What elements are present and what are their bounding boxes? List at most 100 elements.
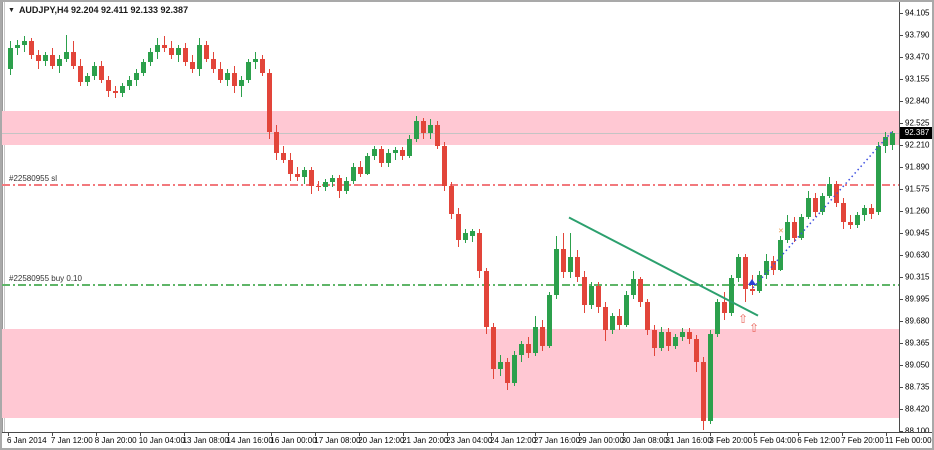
time-axis-tick bbox=[710, 433, 712, 436]
modify-marker: ✕ bbox=[778, 228, 784, 236]
time-axis-tick bbox=[271, 433, 273, 436]
up-arrow-marker: ⇧ bbox=[738, 312, 749, 327]
time-axis-label: 13 Jan 08:00 bbox=[182, 436, 229, 445]
time-axis-label: 30 Jan 08:00 bbox=[621, 436, 668, 445]
price-axis-label: 94.105 bbox=[905, 8, 930, 18]
price-axis-tick bbox=[900, 211, 903, 213]
supply-demand-zone[interactable] bbox=[2, 328, 899, 419]
price-axis-tick bbox=[900, 343, 903, 345]
time-axis-label: 6 Jan 2014 bbox=[7, 436, 47, 445]
price-axis-tick bbox=[900, 387, 903, 389]
time-axis-tick bbox=[842, 433, 844, 436]
time-axis-label: 23 Jan 04:00 bbox=[446, 436, 493, 445]
time-axis-label: 7 Feb 20:00 bbox=[841, 436, 884, 445]
price-axis[interactable]: 94.105 93.790 93.470 93.155 92.840 92.525 92.2… bbox=[899, 2, 932, 436]
price-axis-label: 92.525 bbox=[905, 118, 930, 128]
price-axis-tick bbox=[900, 409, 903, 410]
price-axis-label: 93.790 bbox=[905, 30, 930, 40]
time-axis-label: 6 Feb 12:00 bbox=[797, 436, 840, 445]
symbol-ohlc-label[interactable]: ▼ AUDJPY,H4 92.204 92.411 92.133 92.387 bbox=[8, 5, 188, 15]
time-axis-label: 29 Jan 00:00 bbox=[577, 436, 624, 445]
time-axis-label: 3 Feb 20:00 bbox=[709, 436, 753, 445]
time-axis-label: 5 Feb 04:00 bbox=[753, 436, 796, 445]
price-axis-label: 93.470 bbox=[905, 52, 930, 62]
price-axis-tick bbox=[900, 431, 903, 433]
price-axis-label: 90.945 bbox=[905, 228, 930, 238]
price-axis-tick bbox=[900, 277, 903, 278]
price-axis-tick bbox=[900, 79, 903, 81]
current-price-tag: 92.387 bbox=[900, 126, 932, 139]
time-axis-tick bbox=[95, 433, 97, 436]
time-axis-tick bbox=[8, 433, 9, 436]
supply-demand-zone[interactable] bbox=[2, 110, 899, 145]
stop-loss-label: #22580955 sl bbox=[9, 174, 58, 184]
price-axis-label: 91.260 bbox=[905, 206, 930, 216]
time-axis-tick bbox=[183, 433, 185, 436]
time-axis-label: 10 Jan 04:00 bbox=[138, 436, 185, 445]
time-axis-tick bbox=[578, 433, 580, 436]
price-axis-tick bbox=[900, 233, 903, 235]
time-axis-label: 20 Jan 12:00 bbox=[358, 436, 405, 445]
price-axis-label: 91.890 bbox=[905, 162, 930, 172]
price-axis-tick bbox=[900, 34, 903, 36]
time-axis-tick bbox=[51, 433, 53, 436]
current-price-line bbox=[2, 132, 899, 134]
chart-plot-area[interactable]: #22580955 sl #22580955 buy 0.10 ⇧ ⇧ ✕ bbox=[2, 2, 899, 432]
time-axis-tick bbox=[754, 433, 756, 436]
price-axis-label: 91.575 bbox=[905, 184, 930, 194]
price-axis-tick bbox=[900, 299, 903, 301]
time-axis-label: 7 Jan 12:00 bbox=[50, 436, 93, 445]
price-axis-label: 89.680 bbox=[905, 316, 930, 326]
time-axis-tick bbox=[403, 433, 405, 436]
stop-loss-line[interactable] bbox=[2, 184, 899, 187]
time-axis-tick bbox=[227, 433, 229, 436]
price-axis-tick bbox=[900, 189, 903, 191]
time-axis-label: 11 Feb 00:00 bbox=[885, 436, 932, 445]
time-axis-tick bbox=[315, 433, 317, 436]
price-axis-label: 90.315 bbox=[905, 272, 930, 282]
price-axis-tick bbox=[900, 101, 903, 103]
buy-entry-marker bbox=[748, 279, 756, 286]
price-axis-label: 92.840 bbox=[905, 96, 930, 106]
time-axis-tick bbox=[139, 433, 141, 436]
price-axis-tick bbox=[900, 167, 903, 169]
time-axis-label: 8 Jan 20:00 bbox=[94, 436, 137, 445]
time-axis-tick bbox=[886, 433, 887, 436]
price-axis-tick bbox=[900, 365, 903, 367]
time-axis-tick bbox=[666, 433, 668, 436]
symbol-ohlc-text: AUDJPY,H4 92.204 92.411 92.133 92.387 bbox=[18, 5, 189, 15]
time-axis-tick bbox=[359, 433, 361, 436]
price-axis-tick bbox=[900, 255, 903, 257]
time-axis[interactable]: 6 Jan 2014 7 Jan 12:00 8 Jan 20:00 10 Jan 0… bbox=[2, 432, 932, 448]
time-axis-tick bbox=[622, 433, 624, 436]
price-axis-label: 88.735 bbox=[905, 382, 930, 392]
time-axis-label: 24 Jan 12:00 bbox=[489, 436, 537, 445]
time-axis-label: 31 Jan 16:00 bbox=[665, 436, 712, 445]
price-axis-tick bbox=[900, 145, 903, 146]
time-axis-tick bbox=[534, 433, 536, 436]
time-axis-label: 16 Jan 00:00 bbox=[270, 436, 317, 445]
buy-order-label: #22580955 buy 0.10 bbox=[9, 273, 82, 283]
price-axis-tick bbox=[900, 321, 903, 323]
time-axis-label: 27 Jan 16:00 bbox=[533, 436, 581, 445]
buy-order-line[interactable] bbox=[2, 283, 899, 286]
price-axis-label: 89.365 bbox=[905, 338, 930, 348]
time-axis-label: 14 Jan 16:00 bbox=[226, 436, 273, 445]
price-axis-label: 89.995 bbox=[905, 294, 930, 304]
price-axis-label: 89.050 bbox=[905, 360, 930, 370]
price-axis-label: 92.210 bbox=[905, 140, 930, 150]
price-axis-label: 88.100 bbox=[905, 427, 929, 436]
price-axis-label: 88.420 bbox=[905, 404, 930, 414]
price-axis-tick bbox=[900, 13, 903, 14]
time-axis-label: 21 Jan 20:00 bbox=[402, 436, 449, 445]
price-axis-label: 90.630 bbox=[905, 250, 930, 260]
chart-dropdown-icon[interactable]: ▼ bbox=[8, 6, 15, 14]
price-axis-label: 93.155 bbox=[905, 74, 930, 84]
time-axis-tick bbox=[798, 433, 800, 436]
time-axis-label: 17 Jan 08:00 bbox=[314, 436, 361, 445]
up-arrow-marker: ⇧ bbox=[749, 320, 760, 335]
time-axis-tick bbox=[490, 433, 492, 436]
price-axis-tick bbox=[900, 123, 903, 125]
time-axis-tick bbox=[447, 433, 448, 436]
